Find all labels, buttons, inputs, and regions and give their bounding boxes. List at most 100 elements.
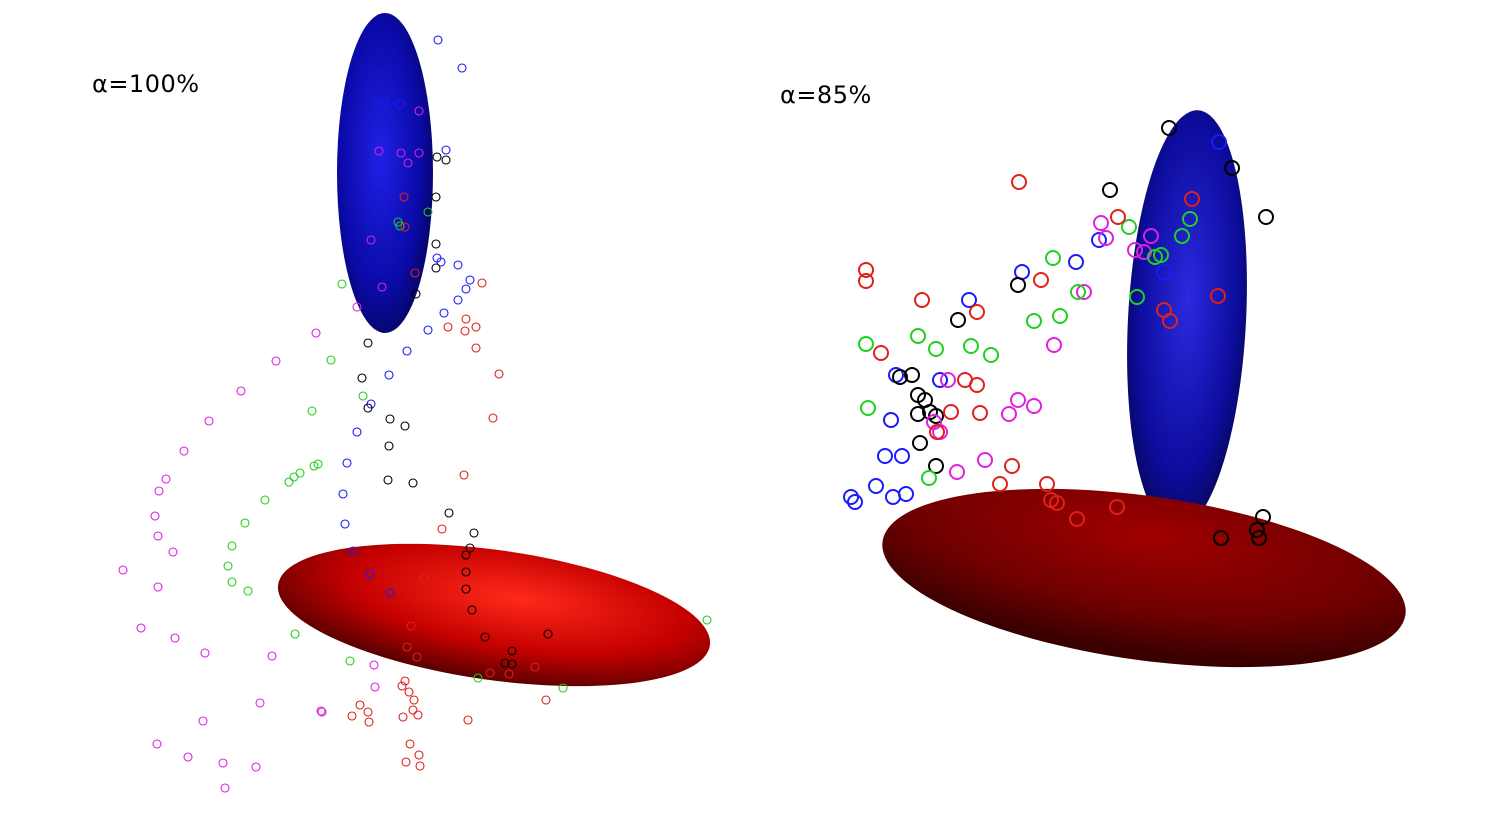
green-point: [260, 495, 270, 505]
blue-point: [1156, 264, 1172, 280]
magenta-point: [940, 372, 956, 388]
red-point: [398, 712, 408, 722]
black-point: [1213, 530, 1229, 546]
magenta-point: [1093, 215, 1109, 231]
magenta-point: [183, 752, 193, 762]
green-point: [1052, 308, 1068, 324]
blue-point: [885, 489, 901, 505]
red-point: [401, 757, 411, 767]
black-point: [507, 659, 517, 669]
red-point: [541, 695, 551, 705]
blue-point: [340, 519, 350, 529]
red-point: [412, 652, 422, 662]
green-point: [423, 207, 433, 217]
red-point: [992, 476, 1008, 492]
red-point: [409, 695, 419, 705]
green-point: [358, 391, 368, 401]
black-point: [1251, 530, 1267, 546]
black-point: [461, 550, 471, 560]
magenta-point: [366, 235, 376, 245]
magenta-point: [414, 106, 424, 116]
blue-point: [338, 489, 348, 499]
black-point: [411, 289, 421, 299]
blue-point: [395, 99, 405, 109]
red-point: [355, 700, 365, 710]
magenta-point: [204, 416, 214, 426]
red-point: [460, 326, 470, 336]
red-point: [413, 710, 423, 720]
blue-ellipsoid-right: [1127, 110, 1247, 530]
magenta-point: [352, 302, 362, 312]
green-point: [309, 461, 319, 471]
magenta-point: [118, 565, 128, 575]
red-point: [347, 711, 357, 721]
red-point: [1011, 174, 1027, 190]
green-point: [326, 355, 336, 365]
magenta-point: [370, 682, 380, 692]
black-point: [912, 435, 928, 451]
green-point: [1026, 313, 1042, 329]
black-point: [500, 658, 510, 668]
black-point: [1161, 120, 1177, 136]
red-point: [530, 662, 540, 672]
black-point: [431, 263, 441, 273]
black-point: [1255, 509, 1271, 525]
magenta-point: [1076, 284, 1092, 300]
magenta-point: [150, 511, 160, 521]
green-point: [473, 673, 483, 683]
red-point: [459, 470, 469, 480]
black-point: [384, 441, 394, 451]
magenta-point: [170, 633, 180, 643]
black-point: [543, 629, 553, 639]
black-point: [431, 239, 441, 249]
red-point: [471, 322, 481, 332]
black-point: [1102, 182, 1118, 198]
green-point: [1129, 289, 1145, 305]
red-point: [364, 717, 374, 727]
red-point: [1162, 313, 1178, 329]
green-point: [337, 279, 347, 289]
panel-left: [118, 13, 712, 793]
magenta-point: [218, 758, 228, 768]
black-point: [408, 478, 418, 488]
black-point: [928, 458, 944, 474]
magenta-point: [369, 660, 379, 670]
magenta-point: [403, 158, 413, 168]
magenta-point: [198, 716, 208, 726]
magenta-point: [1098, 230, 1114, 246]
green-point: [295, 468, 305, 478]
red-point: [419, 573, 429, 583]
panel-right-title: α=85%: [780, 81, 872, 109]
blue-point: [843, 489, 859, 505]
green-point: [1182, 211, 1198, 227]
red-point: [914, 292, 930, 308]
black-point: [469, 528, 479, 538]
red-point: [873, 345, 889, 361]
red-point: [415, 761, 425, 771]
panel-left-title: α=100%: [92, 70, 200, 98]
black-point: [892, 369, 908, 385]
red-point: [1069, 511, 1085, 527]
red-point: [485, 668, 495, 678]
magenta-point: [179, 446, 189, 456]
green-point: [1147, 249, 1163, 265]
blue-point: [1068, 254, 1084, 270]
red-point: [437, 524, 447, 534]
black-point: [467, 605, 477, 615]
black-point: [1224, 160, 1240, 176]
blue-point: [433, 35, 443, 45]
magenta-point: [977, 452, 993, 468]
magenta-point: [154, 486, 164, 496]
red-point: [402, 642, 412, 652]
blue-point: [439, 308, 449, 318]
scatter-points-right-front: [843, 120, 1274, 546]
magenta-point: [200, 648, 210, 658]
blue-point: [342, 458, 352, 468]
black-point: [904, 367, 920, 383]
magenta-point: [255, 698, 265, 708]
blue-point: [465, 275, 475, 285]
blue-point: [883, 412, 899, 428]
magenta-point: [236, 386, 246, 396]
black-point: [461, 584, 471, 594]
green-point: [928, 341, 944, 357]
